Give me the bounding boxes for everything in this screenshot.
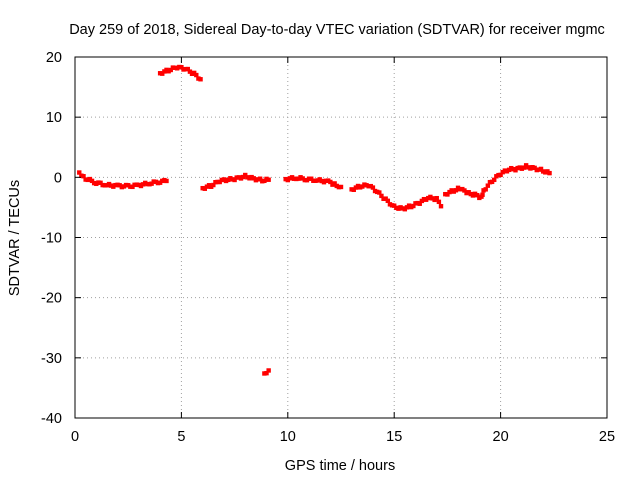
data-point [98, 180, 103, 186]
data-point [266, 177, 271, 182]
y-tick-label: -10 [41, 231, 62, 247]
data-point [485, 183, 491, 188]
data-point [160, 71, 165, 76]
data-point [483, 187, 488, 192]
x-tick-label: 25 [599, 429, 615, 445]
data-point [351, 187, 356, 193]
data-point [332, 181, 337, 186]
data-point [81, 174, 86, 179]
grid-lines [75, 57, 607, 418]
data-point [417, 201, 422, 206]
axis-ticks: 0 5 10 15 20 25 20 10 0 -10 -20 -30 -40 [41, 50, 615, 445]
data-point [434, 195, 439, 201]
data-point [264, 370, 269, 376]
y-tick-label: -30 [41, 351, 62, 367]
data-point [385, 198, 391, 204]
data-point [328, 179, 333, 185]
data-point [194, 72, 199, 78]
data-point [538, 166, 544, 172]
chart-title: Day 259 of 2018, Sidereal Day-to-day VTE… [69, 22, 605, 38]
data-point [379, 193, 384, 199]
y-tick-label: -40 [41, 411, 62, 427]
data-point [77, 170, 82, 175]
data-point [232, 177, 237, 183]
data-point [438, 204, 444, 209]
y-tick-label: 20 [46, 50, 62, 66]
x-tick-label: 5 [177, 429, 185, 445]
data-point [436, 199, 442, 205]
x-tick-label: 20 [493, 429, 509, 445]
data-point [185, 66, 190, 72]
data-point [445, 192, 450, 197]
data-point [474, 192, 480, 198]
data-point [547, 170, 552, 176]
data-point [89, 178, 95, 184]
data-point [338, 184, 344, 190]
data-point [453, 188, 459, 193]
data-points [77, 64, 552, 376]
data-point [480, 192, 485, 197]
data-point [492, 177, 497, 183]
y-tick-label: 0 [54, 170, 62, 186]
data-point [411, 203, 416, 209]
data-point [168, 67, 173, 73]
x-axis-label: GPS time / hours [285, 458, 395, 474]
data-point [377, 190, 382, 195]
x-tick-label: 10 [280, 429, 296, 445]
data-point [243, 172, 248, 178]
data-point [257, 176, 263, 181]
x-tick-label: 15 [386, 429, 402, 445]
data-point [370, 185, 376, 190]
y-tick-label: -20 [41, 291, 62, 307]
y-tick-label: 10 [46, 110, 62, 126]
x-tick-label: 0 [71, 429, 79, 445]
data-point [211, 182, 216, 188]
data-point [179, 65, 184, 70]
data-point [198, 77, 203, 82]
data-point [266, 368, 271, 373]
data-point [462, 188, 467, 193]
y-axis-label: SDTVAR / TECUs [7, 180, 23, 296]
data-point [498, 172, 503, 178]
data-point [164, 178, 169, 184]
data-point [521, 165, 527, 170]
